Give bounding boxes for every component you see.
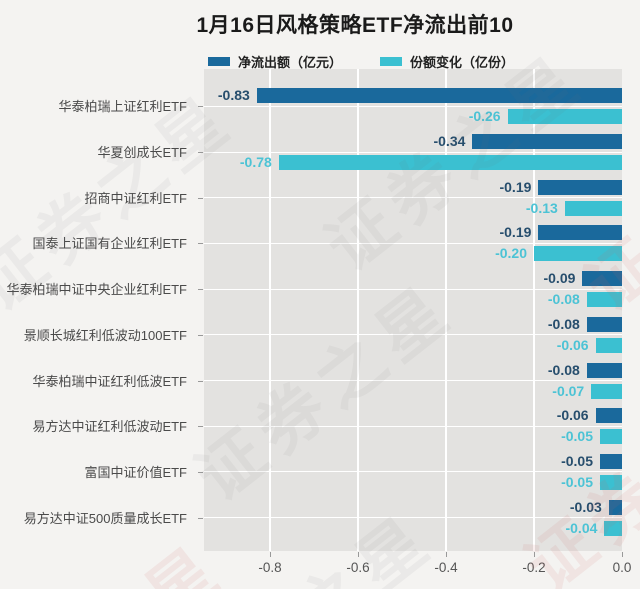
plot-area: -0.83 -0.26 -0.34 -0.78 -0.19 -0.13 -0.19 -0.20…	[204, 69, 622, 551]
x-axis-tick-label: 0.0	[612, 560, 632, 575]
value-label-share-change: -0.04	[565, 519, 598, 536]
x-axis-tick-label: -0.6	[346, 560, 370, 575]
gridline-horizontal	[204, 151, 622, 153]
gridline-vertical	[533, 69, 535, 551]
gridline-vertical	[445, 69, 447, 551]
value-label-share-change: -0.07	[552, 382, 585, 399]
gridline-horizontal	[204, 425, 622, 427]
category-label: 富国中证价值ETF	[84, 464, 187, 480]
bar-net-outflow	[600, 453, 622, 469]
bar-net-outflow	[595, 408, 622, 424]
category-label: 招商中证红利ETF	[84, 190, 187, 206]
bar-net-outflow	[586, 316, 622, 332]
gridline-horizontal	[204, 334, 622, 336]
value-label-net-outflow: -0.06	[556, 407, 589, 424]
x-axis-tick-label: -0.8	[258, 560, 282, 575]
value-label-share-change: -0.20	[495, 245, 527, 262]
value-label-net-outflow: -0.19	[499, 178, 532, 195]
value-label-share-change: -0.78	[239, 154, 272, 170]
bar-net-outflow	[538, 179, 622, 195]
x-axis-tick	[269, 552, 271, 557]
x-axis-tick-label: -0.4	[434, 560, 458, 575]
bar-net-outflow	[256, 88, 622, 104]
bar-share-change	[604, 520, 622, 536]
value-label-net-outflow: -0.05	[561, 452, 593, 469]
category-labels: 华泰柏瑞上证红利ETF 华夏创成长ETF 招商中证红利ETF 国泰上证国有企业红利ET…	[0, 69, 197, 551]
bar-net-outflow	[608, 499, 622, 515]
value-label-net-outflow: -0.83	[217, 87, 250, 104]
bar-share-change	[534, 246, 622, 262]
value-label-share-change: -0.13	[525, 199, 558, 216]
bar-share-change	[600, 474, 622, 490]
value-label-net-outflow: -0.08	[547, 361, 580, 378]
category-label: 易方达中证500质量成长ETF	[23, 510, 187, 526]
y-axis-tick	[198, 380, 203, 382]
legend-item-share-change: 份额变化（亿份）	[380, 52, 514, 71]
bar-net-outflow	[472, 134, 622, 149]
x-axis-tick	[621, 552, 623, 557]
gridline-horizontal	[204, 517, 622, 519]
value-label-share-change: -0.05	[561, 473, 593, 490]
chart-title: 1月16日风格策略ETF净流出前10	[196, 14, 514, 37]
gridline-vertical	[269, 69, 271, 551]
value-label-share-change: -0.06	[556, 336, 589, 353]
bar-share-change	[507, 109, 622, 125]
gridline-horizontal	[204, 380, 622, 381]
bar-share-change	[600, 429, 622, 445]
y-axis-tick	[198, 517, 203, 519]
x-axis-tick	[445, 552, 447, 557]
y-axis-tick	[198, 152, 203, 153]
category-label: 易方达中证红利低波动ETF	[32, 419, 187, 435]
x-axis-tick	[533, 552, 535, 557]
category-label: 华夏创成长ETF	[97, 145, 187, 160]
value-label-share-change: -0.26	[468, 108, 501, 125]
bar-share-change	[595, 337, 622, 353]
category-label: 华泰柏瑞上证红利ETF	[58, 99, 187, 115]
x-axis-tick-label: -0.2	[522, 560, 546, 575]
y-axis-tick	[198, 426, 203, 428]
bar-net-outflow	[582, 271, 622, 287]
bar-share-change	[586, 292, 622, 308]
value-label-net-outflow: -0.19	[499, 224, 532, 241]
category-label: 国泰上证国有企业红利ETF	[32, 236, 187, 252]
gridline-horizontal	[204, 197, 622, 199]
bar-net-outflow	[538, 225, 622, 241]
y-axis-tick	[198, 243, 203, 245]
value-label-net-outflow: -0.03	[569, 498, 602, 515]
category-label: 景顺长城红利低波动100ETF	[23, 327, 187, 343]
category-label: 华泰柏瑞中证红利低波ETF	[32, 373, 187, 389]
category-label: 华泰柏瑞中证中央企业红利ETF	[6, 282, 187, 298]
legend-item-outflow: 净流出额（亿元）	[208, 52, 342, 71]
value-label-share-change: -0.08	[547, 291, 580, 308]
value-label-net-outflow: -0.34	[433, 133, 466, 149]
bar-net-outflow	[586, 362, 622, 378]
y-axis-tick	[198, 471, 203, 473]
gridline-horizontal	[204, 471, 622, 473]
gridline-horizontal	[204, 105, 622, 107]
y-axis-tick	[198, 289, 203, 291]
legend-label-outflow: 净流出额（亿元）	[238, 55, 343, 70]
y-axis-tick	[198, 106, 203, 108]
bar-share-change	[278, 155, 622, 170]
bar-share-change	[564, 200, 622, 216]
legend-label-share-change: 份额变化（亿份）	[410, 55, 515, 70]
gridline-horizontal	[204, 242, 622, 244]
value-label-net-outflow: -0.09	[543, 270, 576, 287]
legend: 净流出额（亿元） 份额变化（亿份）	[208, 52, 628, 71]
x-axis-tick	[357, 552, 359, 557]
legend-swatch-outflow	[208, 57, 230, 66]
legend-swatch-share-change	[380, 57, 403, 66]
gridline-vertical	[357, 69, 359, 551]
gridline-horizontal	[204, 288, 622, 290]
value-label-share-change: -0.05	[561, 428, 593, 445]
value-label-net-outflow: -0.08	[547, 315, 580, 332]
y-axis-tick	[198, 334, 203, 336]
bar-share-change	[591, 383, 622, 399]
y-axis-tick	[198, 197, 203, 199]
